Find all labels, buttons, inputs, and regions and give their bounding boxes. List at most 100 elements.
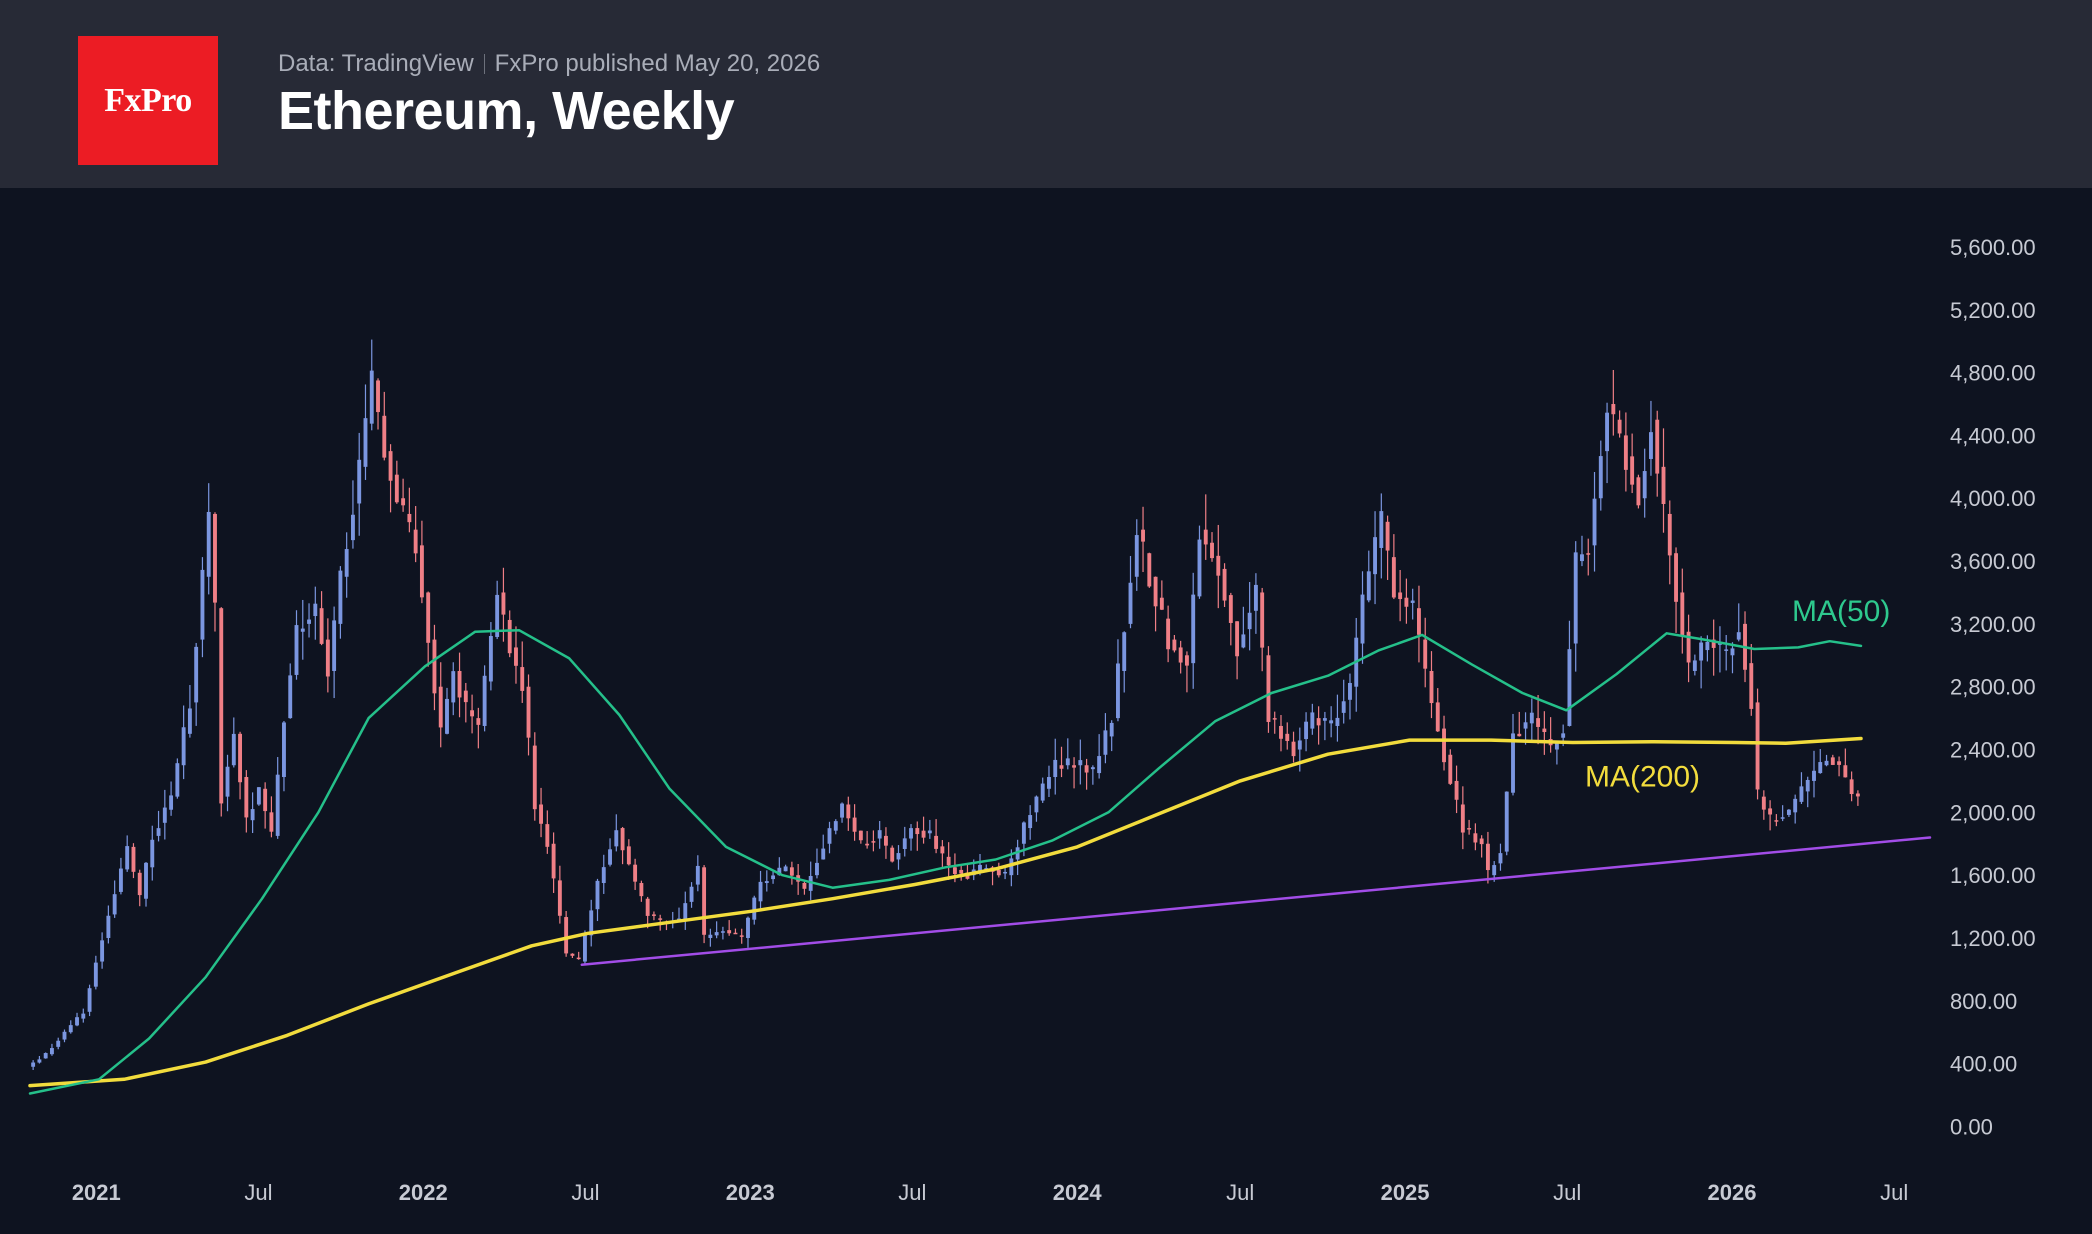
- candle: [1786, 809, 1791, 817]
- candle: [695, 855, 700, 892]
- candle: [1341, 679, 1346, 724]
- candle: [225, 754, 230, 812]
- candle: [1354, 617, 1359, 712]
- candle: [43, 1052, 48, 1059]
- candle: [357, 432, 362, 536]
- candle: [871, 830, 876, 852]
- candle: [539, 787, 543, 838]
- candle: [1649, 400, 1653, 476]
- ma50-line: [28, 628, 1863, 1095]
- candle: [639, 880, 644, 902]
- x-tick-label: Jul: [571, 1180, 599, 1205]
- candle: [1454, 765, 1459, 814]
- candle: [162, 789, 167, 840]
- candle: [332, 606, 337, 699]
- candle: [275, 757, 280, 839]
- candle: [789, 861, 794, 885]
- candle: [376, 378, 380, 430]
- candle: [1322, 711, 1327, 741]
- y-tick-label: 4,400.00: [1950, 423, 2036, 448]
- candle: [1373, 511, 1377, 605]
- meta-separator: [483, 54, 485, 74]
- candle: [783, 864, 788, 872]
- candle: [1448, 749, 1453, 786]
- candle: [1128, 555, 1133, 629]
- candle: [934, 819, 939, 854]
- candle: [1053, 738, 1058, 795]
- candle: [821, 834, 826, 860]
- candle: [288, 663, 293, 719]
- y-axis: 0.00 400.00 800.00 1,200.00 1,600.00 2,000.00…: [1950, 235, 2036, 1139]
- candle: [1203, 494, 1208, 560]
- candle: [1711, 619, 1716, 676]
- candle: [294, 610, 299, 680]
- candle: [1304, 712, 1309, 752]
- candle: [206, 483, 211, 595]
- support-trendline: [580, 836, 1932, 966]
- candle: [833, 819, 838, 835]
- candle: [714, 921, 719, 939]
- candle: [1692, 654, 1697, 676]
- candle: [1761, 790, 1766, 820]
- candle: [187, 685, 192, 738]
- candle: [1360, 571, 1365, 664]
- candle: [432, 624, 437, 711]
- ma200-line: [28, 736, 1863, 1088]
- x-tick-label: Jul: [1553, 1180, 1581, 1205]
- candle: [144, 862, 148, 907]
- candle: [344, 532, 349, 598]
- candle: [1398, 569, 1403, 622]
- candle: [1222, 563, 1227, 608]
- candle: [608, 838, 612, 867]
- candle: [1310, 703, 1315, 735]
- candle: [595, 878, 600, 922]
- candle: [181, 705, 186, 780]
- candle: [583, 930, 587, 965]
- candle: [382, 391, 387, 461]
- candle: [93, 955, 98, 990]
- candle: [413, 506, 418, 563]
- candle: [238, 731, 243, 800]
- candle: [213, 512, 217, 632]
- y-tick-label: 3,600.00: [1950, 549, 2036, 574]
- candle: [394, 460, 399, 504]
- candle: [401, 478, 406, 512]
- candle: [852, 804, 857, 841]
- candle: [1166, 605, 1171, 663]
- candle: [1473, 823, 1478, 851]
- candle: [1580, 535, 1584, 567]
- candle: [476, 707, 481, 749]
- candle: [250, 792, 255, 834]
- candle: [1047, 765, 1051, 798]
- candle: [495, 580, 500, 640]
- candle: [445, 687, 449, 735]
- candle: [1159, 580, 1164, 611]
- candle: [175, 758, 180, 799]
- candle: [858, 830, 863, 844]
- candle: [915, 821, 920, 851]
- candle: [1197, 525, 1202, 599]
- candle: [645, 896, 650, 929]
- y-tick-label: 2,400.00: [1950, 738, 2036, 763]
- candle: [112, 880, 117, 918]
- indicator-lines: [28, 628, 1932, 1095]
- candle: [1210, 532, 1214, 562]
- candle: [1040, 777, 1045, 803]
- candle: [1523, 712, 1528, 745]
- candle: [194, 642, 199, 726]
- candle: [614, 814, 619, 852]
- candle: [1674, 547, 1678, 633]
- candle: [1661, 428, 1666, 533]
- logo-text: FxPro: [104, 81, 192, 119]
- candle: [231, 717, 236, 768]
- candle: [1536, 694, 1541, 745]
- candle: [426, 591, 431, 667]
- candle: [764, 870, 769, 892]
- candle: [1805, 776, 1810, 808]
- candle: [1517, 711, 1522, 737]
- candle: [1410, 588, 1415, 620]
- candle: [1498, 843, 1503, 871]
- candle: [545, 810, 550, 854]
- candle: [200, 557, 205, 658]
- candle: [1147, 552, 1152, 588]
